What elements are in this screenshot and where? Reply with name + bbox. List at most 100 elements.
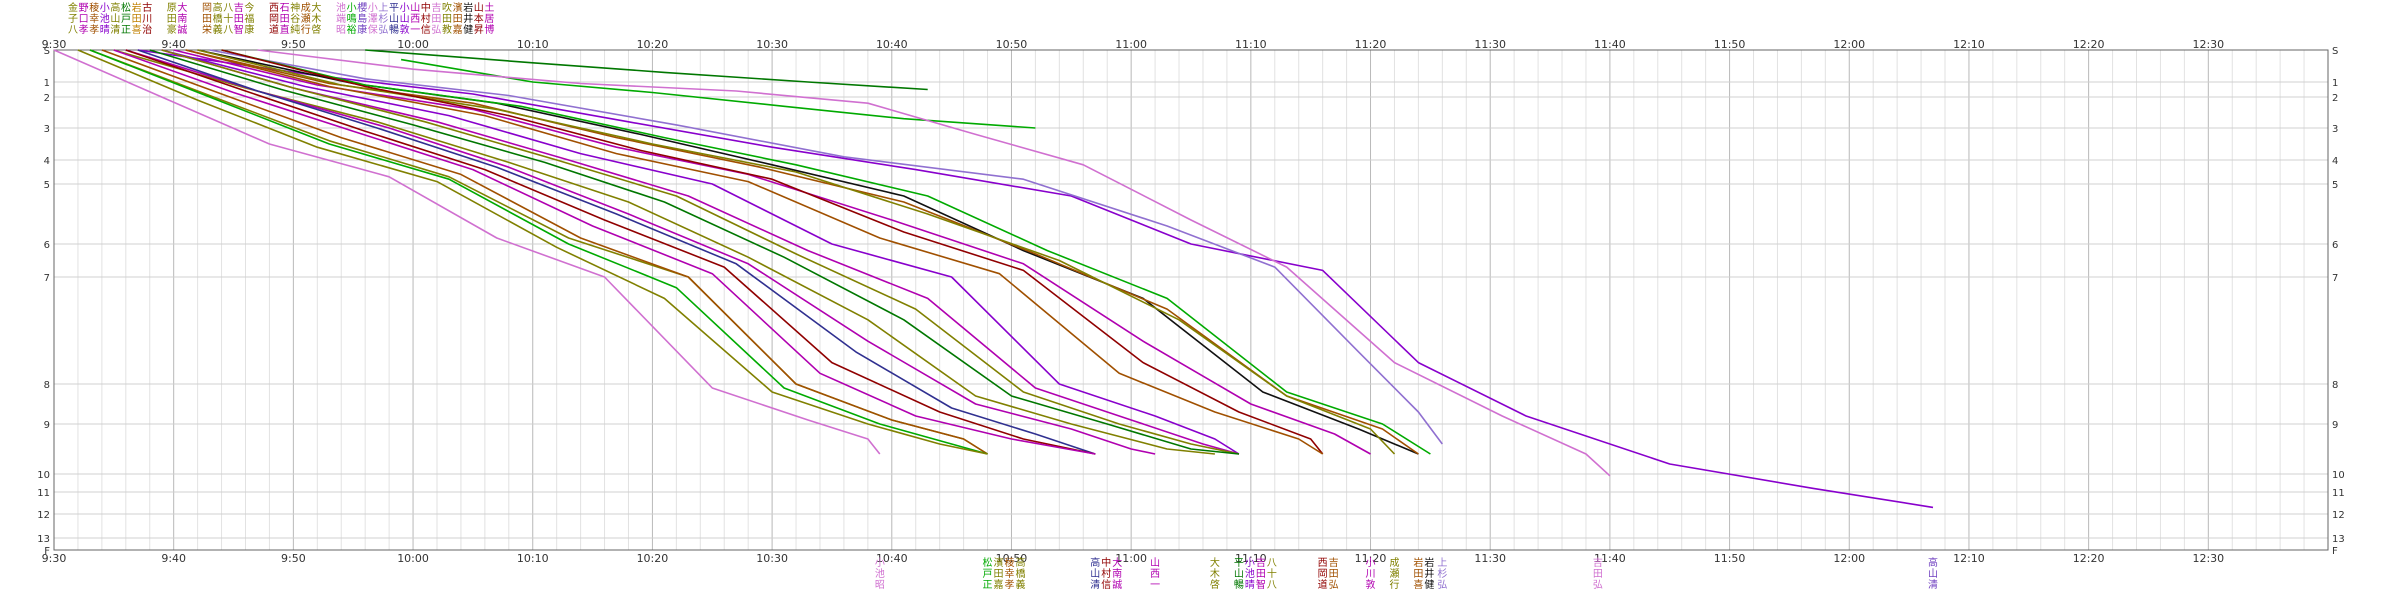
runner-line-19 [137,49,1096,455]
top-name-char: 純 [290,23,300,36]
bottom-name-char: 吉 [1329,557,1339,569]
bottom-name-char: 誠 [1112,578,1122,591]
top-name-char: 山 [389,13,399,25]
y-tick-label-right: S [2332,46,2338,57]
bottom-name-char: 西 [1318,558,1328,569]
bottom-name-char: 高 [1016,556,1026,569]
top-name-char: 道 [269,23,279,36]
top-name-char: 岡 [202,2,212,14]
top-name-char: 正 [121,25,131,36]
runner-line-20 [125,49,1096,455]
x-tick-label-top: 11:00 [1115,38,1147,51]
bottom-name-char: 田 [1256,569,1266,580]
top-name-char: 山 [110,13,120,25]
x-tick-label-bottom: 10:00 [397,552,429,565]
y-tick-label-right: 4 [2332,156,2338,167]
x-tick-label-bottom: 11:00 [1115,552,1147,565]
runner-line-16 [149,49,1239,455]
top-name-char: 田 [280,14,290,25]
bottom-name-char: 大 [1210,556,1220,569]
top-name-char: 田 [431,14,441,25]
runner-line-24 [89,49,988,455]
top-name-char: 山 [400,13,410,25]
runner-line-14 [161,49,1240,455]
bottom-name-char: 稜 [1005,557,1015,569]
top-name-char: 稜 [89,2,99,14]
runner-line-21 [113,49,1096,455]
y-tick-label-right: 1 [2332,78,2338,89]
y-tick-label-left: 12 [37,510,50,521]
bottom-name-char: 西 [1150,569,1160,580]
top-name-char: 康 [357,23,367,36]
y-tick-label-right: 13 [2332,534,2345,545]
top-name-char: 小 [400,2,410,14]
bottom-name-char: 小 [875,557,885,569]
bottom-name-char: 孝 [1005,579,1015,591]
top-name-char: 治 [142,23,152,36]
runner-line-3 [137,49,1934,509]
top-name-char: 村 [421,12,431,25]
top-name-char: 瀬 [301,13,311,25]
top-name-char: 清 [110,23,120,36]
top-name-char: 濱 [453,1,463,14]
x-tick-label-bottom: 12:00 [1833,552,1865,565]
top-name-char: 八 [68,25,78,36]
top-name-char: 高 [213,1,223,14]
bottom-name-char: 小 [1366,557,1376,569]
bottom-name-char: 高 [1090,556,1100,569]
runner-line-1 [365,49,928,91]
bottom-name-char: 敦 [1366,578,1376,591]
bottom-name-char: 小 [1245,557,1255,569]
top-name-char: 橋 [213,12,223,25]
top-name-char: 池 [100,12,110,25]
top-name-char: 今 [244,1,254,14]
bottom-name-char: 吉 [1256,557,1266,569]
top-name-char: 吉 [431,2,441,14]
x-tick-label-bottom: 12:20 [2073,552,2105,565]
plot-frame [53,49,2329,551]
runner-line-10 [173,49,1371,455]
top-name-char: 居 [484,13,494,25]
bottom-name-char: 成 [1389,557,1399,569]
runner-line-17 [113,49,1215,455]
x-tick-label-top: 11:30 [1474,38,1506,51]
x-tick-label-top: 10:50 [996,38,1028,51]
bottom-name-char: 清 [1090,578,1100,591]
top-name-char: 田 [442,14,452,25]
top-name-char: 大 [177,1,187,14]
top-name-char: 小 [347,2,357,14]
y-tick-label-right: 9 [2332,420,2338,431]
x-tick-label-bottom: 9:50 [281,552,306,565]
top-name-char: 西 [269,3,279,14]
bottom-name-char: 松 [983,556,993,569]
top-name-char: 岩 [132,1,142,14]
top-name-char: 健 [463,24,473,36]
runner-line-9 [197,49,1396,455]
y-tick-label-left: 6 [44,240,50,251]
bottom-name-char: 山 [1234,568,1244,580]
top-name-char: 上 [378,2,388,14]
y-tick-label-right: 2 [2332,93,2338,104]
top-name-char: 口 [79,14,89,25]
y-tick-label-right: 7 [2332,273,2338,284]
bottom-name-char: 吉 [1593,557,1603,569]
x-tick-label-top: 10:30 [756,38,788,51]
bottom-name-char: 暢 [1234,578,1244,591]
top-name-char: 西 [410,14,420,25]
bottom-name-char: 田 [1329,569,1339,580]
top-name-char: 島 [357,12,367,25]
x-tick-label-top: 12:10 [1953,38,1985,51]
top-name-char: 昭 [336,24,346,36]
bottom-name-char: 喜 [1413,578,1423,591]
top-name-char: 啓 [311,23,321,36]
runner-line-12 [185,49,1324,455]
top-name-char: 古 [142,1,152,14]
top-name-char: 山 [410,2,420,14]
top-name-char: 孝 [89,24,99,36]
x-tick-label-top: 10:10 [517,38,549,51]
top-name-char: 八 [223,25,233,36]
bottom-name-char: 南 [1112,567,1122,580]
bottom-name-char: 平 [1234,558,1244,569]
